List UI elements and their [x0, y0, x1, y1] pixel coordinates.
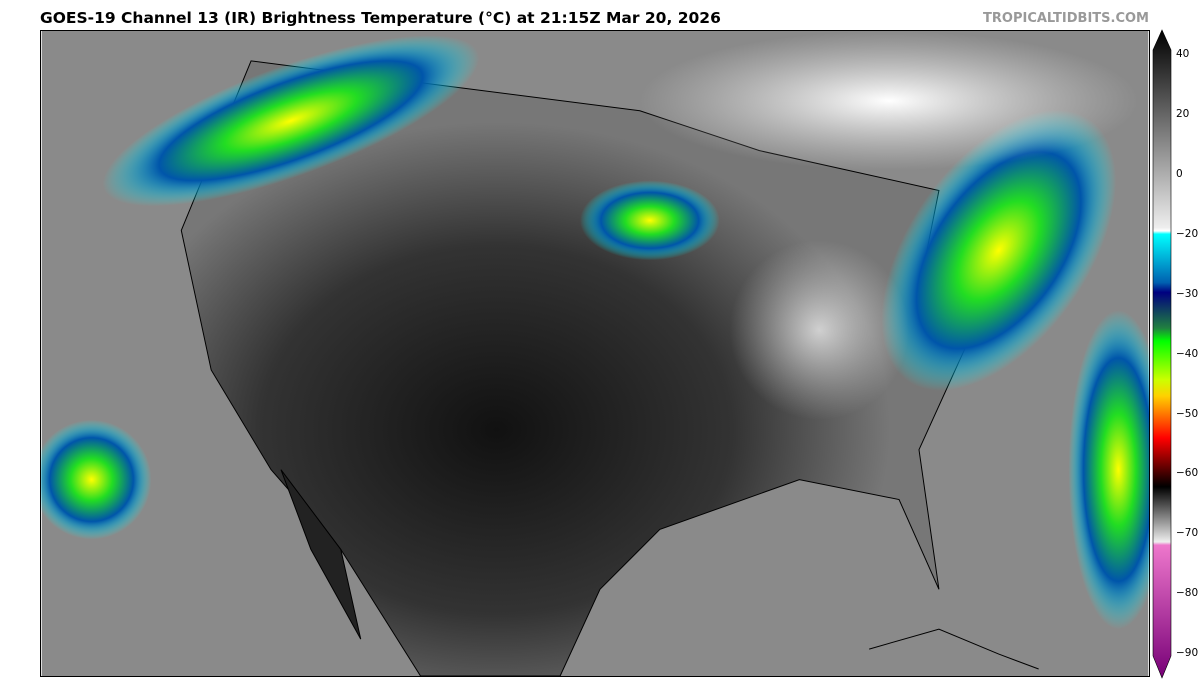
colorbar-tick: 0 [1176, 168, 1183, 180]
colorbar-tick: 20 [1176, 108, 1190, 120]
colorbar [1152, 29, 1172, 679]
cloud-plains [580, 180, 720, 261]
cloud-midwest-white [729, 240, 910, 420]
map-title: GOES-19 Channel 13 (IR) Brightness Tempe… [40, 9, 721, 27]
cloud-band-northwest [102, 35, 480, 207]
colorbar-tick: −60 [1176, 467, 1199, 479]
colorbar-tick: −80 [1176, 587, 1199, 599]
brand-watermark: TROPICALTIDBITS.COM [983, 11, 1149, 26]
colorbar-tick: −20 [1176, 228, 1199, 240]
colorbar-tick: 40 [1176, 48, 1190, 60]
cloud-band-northeast [881, 109, 1117, 391]
colorbar-tick: −30 [1176, 288, 1199, 300]
cuba-outline [869, 628, 1039, 670]
colorbar-tick: −50 [1176, 408, 1199, 420]
baja-peninsula [280, 469, 362, 640]
colorbar-tick: −70 [1176, 527, 1199, 539]
colorbar-tick: −40 [1176, 348, 1199, 360]
colorbar-tick: −90 [1176, 647, 1199, 659]
cloud-atlantic [1068, 310, 1149, 630]
cloud-pacific [41, 419, 152, 540]
cloud-canada-white [639, 31, 1139, 171]
satellite-map[interactable] [40, 30, 1150, 677]
